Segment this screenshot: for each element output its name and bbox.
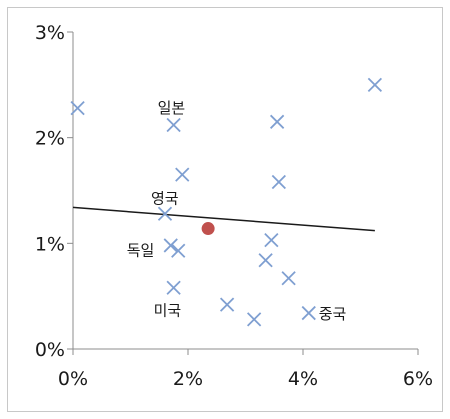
scatter-point — [246, 312, 262, 327]
scatter-point — [264, 233, 279, 248]
marker-stroke — [175, 167, 190, 182]
marker-stroke — [70, 100, 85, 116]
chart-frame — [7, 7, 443, 412]
scatter-point — [258, 253, 273, 268]
scatter-point — [175, 167, 190, 182]
y-tick-label: 0% — [35, 339, 65, 361]
x-tick-label: 0% — [58, 368, 88, 390]
scatter-point — [271, 174, 286, 190]
trendline — [72, 206, 375, 232]
y-tick-label: 3% — [35, 22, 65, 44]
marker-stroke — [301, 305, 316, 321]
scatter-point — [166, 280, 181, 295]
marker-stroke — [171, 243, 186, 258]
marker-stroke — [166, 280, 181, 295]
marker-stroke — [166, 117, 181, 133]
marker-stroke — [258, 253, 273, 268]
scatter-point — [301, 305, 316, 321]
marker-stroke — [157, 206, 173, 221]
axes — [67, 31, 419, 355]
x-tick-label: 2% — [173, 368, 203, 390]
trendline-layer — [72, 206, 375, 232]
x-tick-label: 6% — [403, 368, 433, 390]
tick-labels: 0% 1% 2% 3% 0% 2% 4% 6% — [35, 22, 433, 390]
point-label: 중국 — [319, 305, 347, 323]
point-label: 독일 — [127, 241, 155, 259]
scatter-point — [269, 114, 285, 129]
scatter-point — [166, 117, 181, 133]
scatter-point — [171, 243, 186, 258]
scatter-point — [157, 206, 173, 221]
scatter-point — [70, 100, 85, 116]
point-label: 일본 — [158, 99, 186, 117]
x-tick-label: 4% — [288, 368, 318, 390]
scatter-point — [163, 238, 178, 253]
highlight-point — [201, 222, 215, 236]
y-tick-label: 2% — [35, 128, 65, 150]
markers-layer — [70, 77, 383, 327]
point-label: 미국 — [154, 302, 182, 320]
scatter-point — [219, 297, 235, 312]
marker-stroke — [281, 271, 296, 286]
marker-stroke — [219, 297, 235, 312]
scatter-point — [281, 271, 296, 286]
marker-stroke — [271, 174, 286, 190]
marker-stroke — [246, 312, 262, 327]
scatter-point — [367, 77, 383, 92]
y-tick-label: 1% — [35, 233, 65, 255]
marker-stroke — [163, 238, 178, 253]
point-label: 영국 — [151, 190, 179, 208]
marker-stroke — [269, 114, 285, 129]
marker-stroke — [367, 77, 383, 92]
marker-stroke — [264, 233, 279, 248]
